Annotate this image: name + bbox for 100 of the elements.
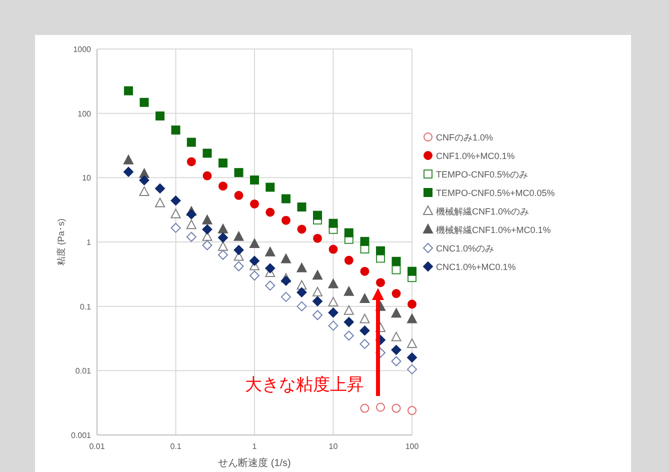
- point: [360, 314, 370, 324]
- point: [360, 326, 370, 336]
- y-tick-label: 0.001: [70, 431, 92, 440]
- point: [218, 158, 228, 168]
- point: [392, 256, 401, 266]
- point: [186, 157, 196, 166]
- legend-label: CNFのみ1.0%: [436, 132, 494, 142]
- point: [202, 148, 212, 158]
- point: [265, 263, 276, 274]
- legend-label: 機械解繊CNF1.0%+MC0.1%: [436, 225, 551, 235]
- point: [280, 292, 291, 302]
- y-tick-label: 0.01: [75, 366, 92, 376]
- point: [250, 238, 260, 248]
- point: [407, 338, 417, 348]
- point: [312, 270, 322, 280]
- point: [218, 241, 228, 251]
- point: [250, 270, 260, 281]
- point: [140, 98, 149, 107]
- y-tick-label: 1: [86, 238, 92, 247]
- point: [234, 168, 244, 178]
- point: [266, 182, 275, 192]
- point: [392, 265, 401, 274]
- point: [170, 208, 181, 218]
- point: [202, 224, 212, 234]
- point: [312, 296, 322, 306]
- point: [296, 262, 307, 272]
- point: [391, 356, 402, 366]
- point: [250, 175, 259, 184]
- legend-label: TEMPO-CNF0.5%のみ: [436, 170, 528, 180]
- point: [234, 231, 244, 241]
- point: [360, 338, 370, 349]
- point: [360, 404, 370, 413]
- legend-label: CNC1.0%のみ: [436, 244, 494, 254]
- point: [202, 214, 212, 224]
- point: [344, 317, 354, 328]
- point: [407, 314, 417, 324]
- x-tick-label: 10: [328, 442, 338, 451]
- point: [186, 209, 196, 220]
- x-tick-label: 0.1: [170, 442, 182, 451]
- point: [344, 330, 354, 341]
- point: [234, 190, 244, 200]
- point: [296, 287, 307, 298]
- point: [313, 210, 322, 220]
- point: [328, 308, 338, 318]
- x-tick-label: 100: [405, 442, 420, 451]
- point: [155, 198, 165, 208]
- point: [392, 404, 401, 413]
- point: [156, 111, 164, 120]
- x-axis-title: せん断速度 (1/s): [218, 457, 291, 469]
- point: [186, 220, 196, 230]
- point: [328, 278, 338, 288]
- point: [360, 236, 370, 246]
- annotation: 大きな粘度上昇: [245, 375, 364, 394]
- point: [281, 194, 290, 204]
- point: [250, 199, 259, 208]
- point: [280, 254, 291, 264]
- x-tick-label: 1: [252, 442, 258, 451]
- legend-label: CNF1.0%+MC0.1%: [436, 151, 515, 161]
- point: [265, 280, 276, 291]
- point: [280, 276, 291, 286]
- point: [139, 175, 150, 186]
- point: [218, 250, 228, 260]
- point: [407, 364, 417, 374]
- point: [312, 310, 322, 320]
- point: [376, 278, 385, 288]
- point: [391, 344, 402, 355]
- point: [186, 232, 196, 242]
- point: [234, 261, 244, 272]
- point: [312, 286, 322, 296]
- point: [313, 234, 322, 243]
- point: [344, 286, 354, 296]
- point: [266, 208, 275, 217]
- point: [139, 186, 150, 196]
- point: [234, 245, 244, 256]
- point: [297, 202, 306, 212]
- point: [170, 196, 181, 206]
- point: [360, 294, 370, 304]
- point: [391, 332, 402, 342]
- point: [392, 289, 401, 298]
- legend-label: CNC1.0%+MC0.1%: [436, 262, 516, 272]
- point: [391, 308, 402, 318]
- point: [296, 301, 307, 312]
- point: [123, 166, 134, 177]
- point: [344, 305, 354, 315]
- point: [408, 266, 416, 276]
- point: [408, 300, 416, 309]
- y-axis-title: 粘度 (Pa･s): [56, 218, 66, 266]
- point: [202, 171, 212, 180]
- point: [123, 154, 134, 164]
- point: [281, 216, 290, 225]
- point: [186, 138, 196, 147]
- x-tick-label: 0.01: [89, 442, 106, 451]
- point: [124, 86, 133, 96]
- point: [218, 182, 228, 191]
- point: [328, 296, 338, 306]
- y-tick-label: 100: [78, 109, 92, 118]
- point: [218, 232, 228, 243]
- point: [376, 402, 385, 412]
- point: [328, 320, 338, 331]
- y-tick-label: 10: [82, 174, 92, 183]
